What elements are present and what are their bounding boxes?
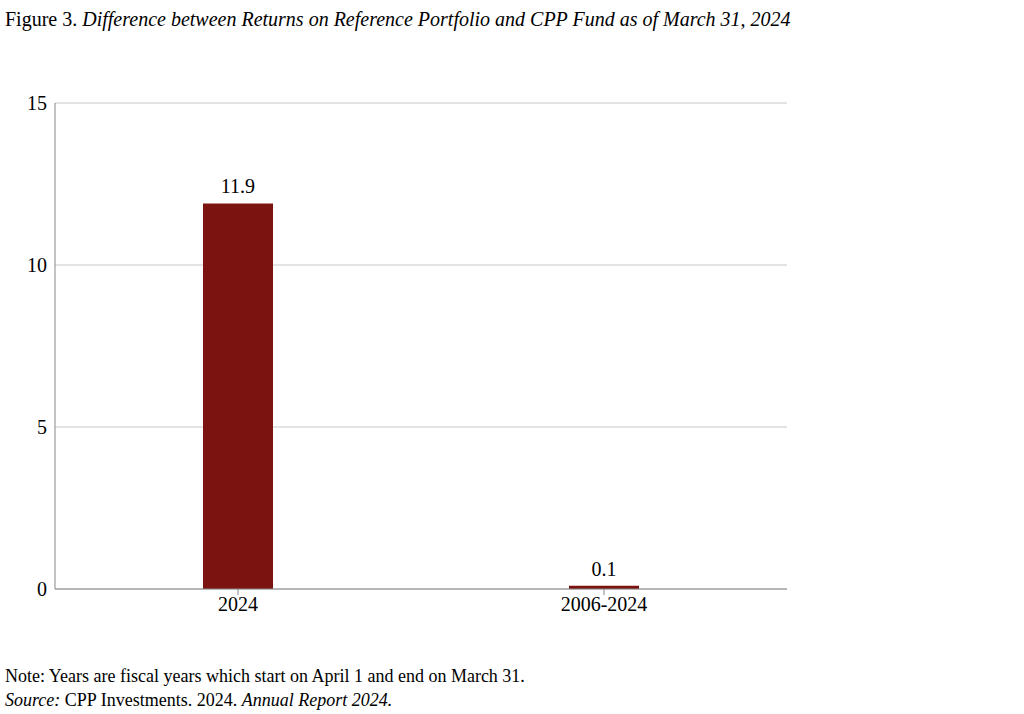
svg-text:0.1: 0.1 <box>592 558 617 580</box>
svg-text:5: 5 <box>37 416 47 438</box>
svg-text:0: 0 <box>37 578 47 600</box>
html-text:Source: CPP Investments. 2024.: Source: CPP Investments. 2024. Annual Re… <box>5 690 393 710</box>
html-text:Note: Years are fiscal years w: Note: Years are fiscal years which start… <box>5 666 525 686</box>
html-text:Figure 3. Difference between R: Figure 3. Difference between Returns on … <box>5 8 791 30</box>
svg-text:10: 10 <box>27 254 47 276</box>
svg-text:11.9: 11.9 <box>221 175 255 197</box>
svg-text:2024: 2024 <box>218 593 258 615</box>
svg-text:15: 15 <box>27 92 47 114</box>
svg-text:2006-2024: 2006-2024 <box>561 593 648 615</box>
